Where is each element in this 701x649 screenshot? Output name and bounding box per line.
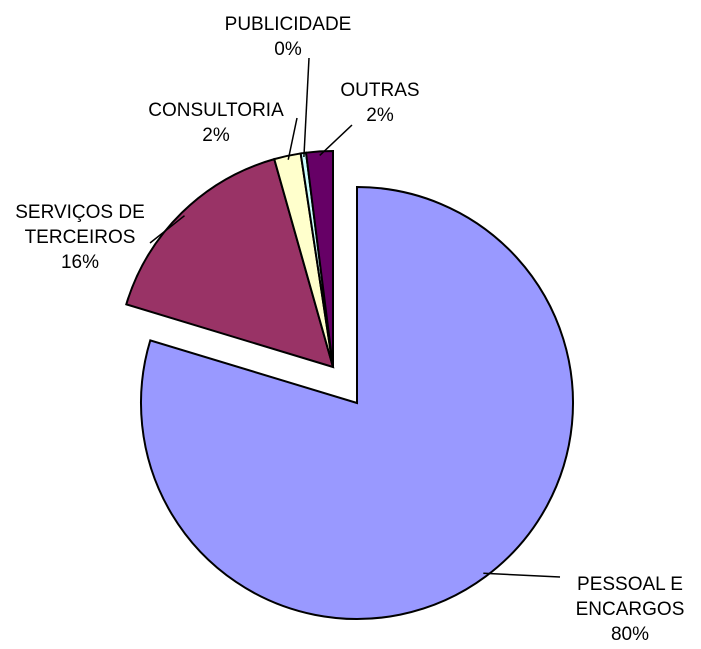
leader-line	[303, 57, 310, 158]
slice-label: CONSULTORIA 2%	[126, 98, 306, 148]
category-name: SERVIÇOS DE TERCEIROS	[15, 202, 145, 248]
pie-slice	[140, 185, 574, 620]
leader-line	[149, 215, 185, 244]
category-name: PUBLICIDADE	[224, 14, 352, 35]
slice-label: PESSOAL E ENCARGOS 80%	[560, 572, 700, 647]
category-name: CONSULTORIA	[148, 100, 284, 121]
slice-label: OUTRAS 2%	[320, 78, 440, 128]
leader-line	[287, 117, 298, 160]
leader-line	[319, 124, 353, 156]
percent-label: 0%	[274, 39, 302, 60]
category-name: PESSOAL E ENCARGOS	[575, 574, 685, 620]
pie-slice	[125, 157, 335, 369]
slice-label: SERVIÇOS DE TERCEIROS 16%	[5, 200, 155, 275]
percent-label: 16%	[60, 252, 100, 273]
percent-label: 80%	[610, 624, 650, 645]
percent-label: 2%	[202, 125, 230, 146]
leader-line	[483, 572, 561, 578]
pie-slice	[304, 149, 334, 368]
category-name: OUTRAS	[340, 80, 420, 101]
percent-label: 2%	[366, 105, 394, 126]
slice-label: PUBLICIDADE 0%	[198, 12, 378, 62]
